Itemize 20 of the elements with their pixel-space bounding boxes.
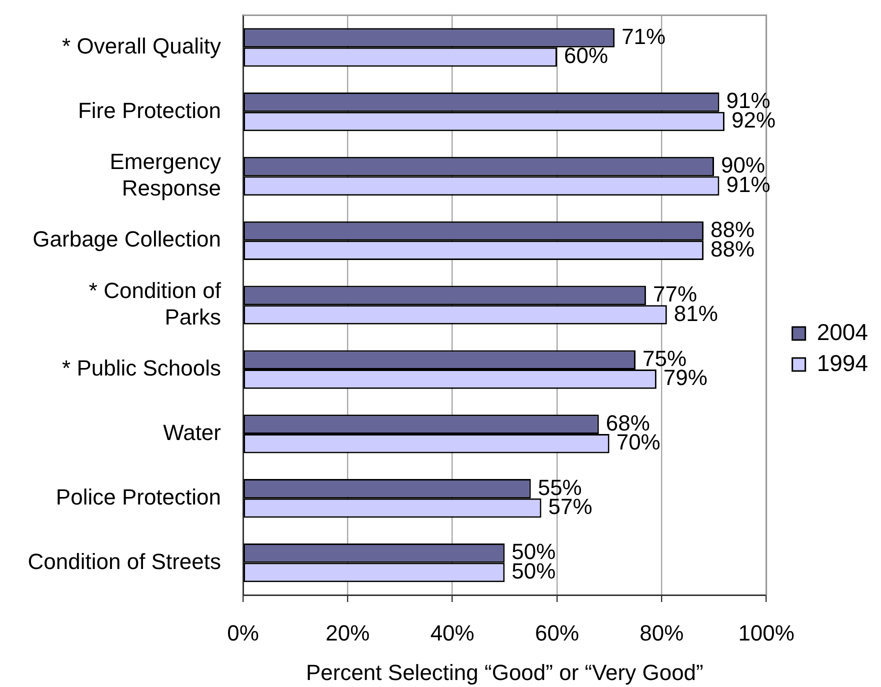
y-tick-label: * Public Schools — [62, 356, 221, 381]
y-tick-label: Garbage Collection — [32, 226, 221, 252]
x-tick-label: 100% — [738, 620, 794, 646]
y-tick-label: Condition of Streets — [28, 548, 221, 574]
y-tick-label: Fire Protection — [78, 98, 221, 123]
x-tick-label: 0% — [227, 620, 259, 646]
data-label: 60% — [564, 43, 608, 68]
y-tick-label: Water — [163, 420, 221, 446]
x-tick-label: 80% — [640, 620, 684, 646]
y-tick-label: Emergency Response — [110, 149, 221, 201]
legend-label: 1994 — [816, 350, 868, 376]
y-tick-label: * Overall Quality — [62, 33, 221, 58]
x-axis-title: Percent Selecting “Good” or “Very Good” — [306, 660, 704, 685]
x-tick-label: 60% — [534, 620, 580, 646]
x-tick-label: 40% — [430, 620, 474, 646]
y-tick-label: Police Protection — [56, 484, 221, 510]
x-tick-label: 20% — [326, 620, 370, 646]
data-label: 71% — [622, 24, 666, 49]
legend-label: 2004 — [816, 318, 868, 345]
y-tick-label: * Condition of Parks — [88, 278, 222, 330]
